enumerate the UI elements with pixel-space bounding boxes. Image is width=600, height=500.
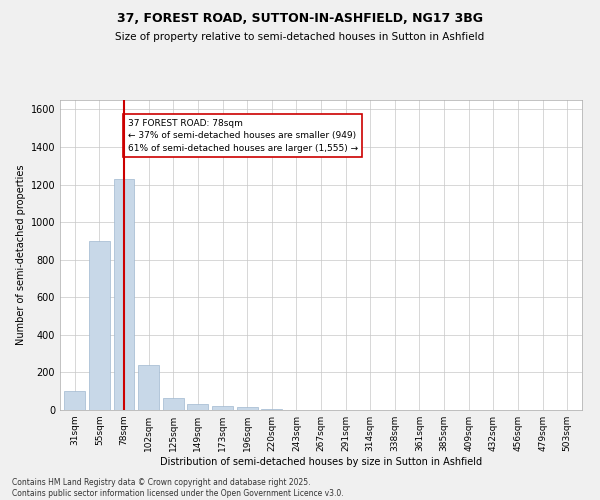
Bar [138,365,159,410]
Text: 37 FOREST ROAD: 78sqm
← 37% of semi-detached houses are smaller (949)
61% of sem: 37 FOREST ROAD: 78sqm ← 37% of semi-deta… [128,119,358,153]
Text: Size of property relative to semi-detached houses in Sutton in Ashfield: Size of property relative to semi-detach… [115,32,485,42]
Bar [89,241,110,410]
X-axis label: Distribution of semi-detached houses by size in Sutton in Ashfield: Distribution of semi-detached houses by … [160,457,482,467]
Bar [187,404,208,410]
Bar [212,406,233,410]
Bar [261,409,282,410]
Text: Contains HM Land Registry data © Crown copyright and database right 2025.
Contai: Contains HM Land Registry data © Crown c… [12,478,344,498]
Y-axis label: Number of semi-detached properties: Number of semi-detached properties [16,165,26,345]
Bar [113,179,134,410]
Bar [163,398,184,410]
Bar [64,391,85,410]
Text: 37, FOREST ROAD, SUTTON-IN-ASHFIELD, NG17 3BG: 37, FOREST ROAD, SUTTON-IN-ASHFIELD, NG1… [117,12,483,26]
Bar [236,407,257,410]
